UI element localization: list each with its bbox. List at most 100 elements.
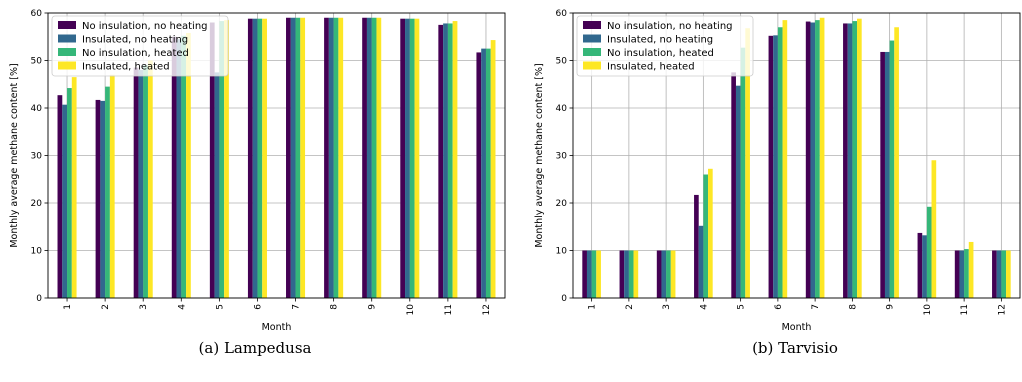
x-tick-label: 11 — [444, 304, 454, 315]
bar-series-4-month-1 — [596, 250, 601, 298]
bar-series-1-month-12 — [476, 52, 482, 298]
x-tick-label: 12 — [482, 304, 492, 315]
y-tick-label: 30 — [556, 152, 568, 162]
bar-series-1-month-6 — [247, 18, 253, 298]
legend-swatch — [58, 48, 76, 56]
bar-series-3-month-9 — [371, 17, 377, 298]
bar-series-2-month-6 — [252, 18, 258, 298]
bar-series-1-month-10 — [917, 232, 923, 298]
bar-series-2-month-12 — [481, 48, 486, 298]
bar-series-3-month-12 — [485, 48, 491, 298]
legend-swatch — [58, 61, 76, 70]
bar-series-4-month-6 — [782, 20, 788, 298]
bar-series-3-month-10 — [409, 18, 415, 298]
bar-series-3-month-7 — [815, 20, 820, 298]
bar-series-4-month-8 — [338, 17, 344, 298]
bar-series-2-month-11 — [959, 250, 965, 298]
legend-box — [51, 15, 229, 77]
legend-label: Insulated, heated — [82, 62, 170, 73]
bar-series-1-month-3 — [133, 67, 139, 298]
y-tick-label: 40 — [556, 104, 568, 114]
legend-label: Insulated, no heating — [82, 35, 188, 46]
x-tick-label: 8 — [330, 304, 340, 310]
x-tick-label: 1 — [588, 304, 598, 310]
panel-caption: (a) Lampedusa — [199, 339, 312, 357]
bar-series-3-month-8 — [333, 17, 339, 298]
x-tick-label: 3 — [662, 304, 672, 310]
legend-label: No insulation, heated — [607, 48, 714, 59]
x-tick-label: 4 — [699, 304, 709, 310]
y-axis: 0 10 20 30 40 50 60 — [556, 9, 573, 304]
bar-series-3-month-8 — [852, 21, 858, 298]
x-tick-label: 6 — [774, 304, 784, 310]
bar-series-4-month-4 — [708, 168, 713, 298]
bar-series-2-month-2 — [624, 250, 629, 298]
bar-series-2-month-4 — [698, 225, 704, 298]
legend-swatch — [583, 21, 601, 29]
x-axis-label: Month — [782, 322, 812, 333]
bar-series-3-month-9 — [889, 40, 895, 299]
y-tick-label: 60 — [31, 9, 43, 19]
bar-series-4-month-7 — [819, 17, 825, 298]
bar-series-2-month-6 — [773, 35, 778, 298]
bar-series-3-month-4 — [703, 174, 709, 298]
bar-series-3-month-2 — [105, 86, 110, 298]
legend-label: Insulated, no heating — [607, 35, 713, 46]
bar-series-2-month-9 — [884, 51, 890, 299]
bar-series-3-month-5 — [740, 47, 746, 298]
bar-series-2-month-9 — [366, 17, 372, 298]
bars — [57, 17, 496, 299]
bar-series-1-month-12 — [992, 250, 997, 298]
y-tick-label: 0 — [561, 294, 567, 304]
x-tick-label: 11 — [960, 304, 970, 315]
bar-series-2-month-8 — [847, 23, 853, 298]
panel-caption: (b) Tarvisio — [752, 339, 838, 357]
bar-series-1-month-6 — [768, 35, 774, 299]
bar-series-4-month-2 — [633, 250, 639, 298]
bar-series-4-month-11 — [968, 241, 974, 298]
bar-series-4-month-11 — [452, 21, 458, 298]
y-tick-label: 30 — [31, 152, 43, 162]
bar-series-3-month-2 — [628, 250, 634, 298]
bar-series-1-month-11 — [954, 250, 960, 298]
bar-series-4-month-9 — [376, 17, 382, 298]
legend-swatch — [58, 21, 76, 29]
y-tick-label: 10 — [556, 247, 568, 257]
bar-series-1-month-2 — [95, 99, 101, 298]
bar-series-1-month-10 — [400, 18, 406, 298]
y-tick-label: 20 — [31, 199, 43, 209]
bar-series-3-month-6 — [777, 27, 783, 298]
y-tick-label: 0 — [36, 294, 42, 304]
y-tick-label: 60 — [556, 9, 568, 19]
bar-series-3-month-1 — [591, 250, 597, 298]
y-tick-label: 10 — [31, 247, 43, 257]
legend-swatch — [583, 48, 601, 56]
legend-swatch — [583, 34, 601, 43]
x-tick-label: 9 — [886, 304, 896, 310]
legend-label: No insulation, no heating — [607, 21, 733, 32]
bar-series-2-month-10 — [405, 18, 410, 298]
bar-series-4-month-12 — [1006, 250, 1011, 298]
bar-series-2-month-3 — [138, 70, 144, 298]
bar-series-4-month-10 — [414, 18, 420, 298]
bar-series-1-month-9 — [362, 17, 367, 298]
bar-series-3-month-3 — [143, 65, 148, 298]
legend-swatch — [58, 34, 76, 43]
x-tick-label: 10 — [923, 304, 933, 316]
bar-series-2-month-7 — [290, 17, 296, 298]
bar-series-4-month-8 — [857, 18, 862, 298]
bar-series-3-month-3 — [666, 250, 671, 298]
legend-label: No insulation, no heating — [82, 21, 208, 32]
bar-series-1-month-5 — [731, 72, 736, 298]
bar-series-4-month-5 — [745, 28, 750, 298]
bar-series-3-month-5 — [219, 21, 225, 298]
bar-series-1-month-9 — [880, 51, 885, 299]
legend-swatch — [583, 61, 601, 70]
bar-series-2-month-2 — [100, 100, 106, 298]
y-tick-label: 40 — [31, 104, 43, 114]
x-tick-label: 10 — [406, 304, 416, 316]
bar-series-1-month-1 — [57, 95, 63, 298]
x-tick-label: 9 — [368, 304, 378, 310]
bar-series-4-month-12 — [490, 40, 496, 298]
